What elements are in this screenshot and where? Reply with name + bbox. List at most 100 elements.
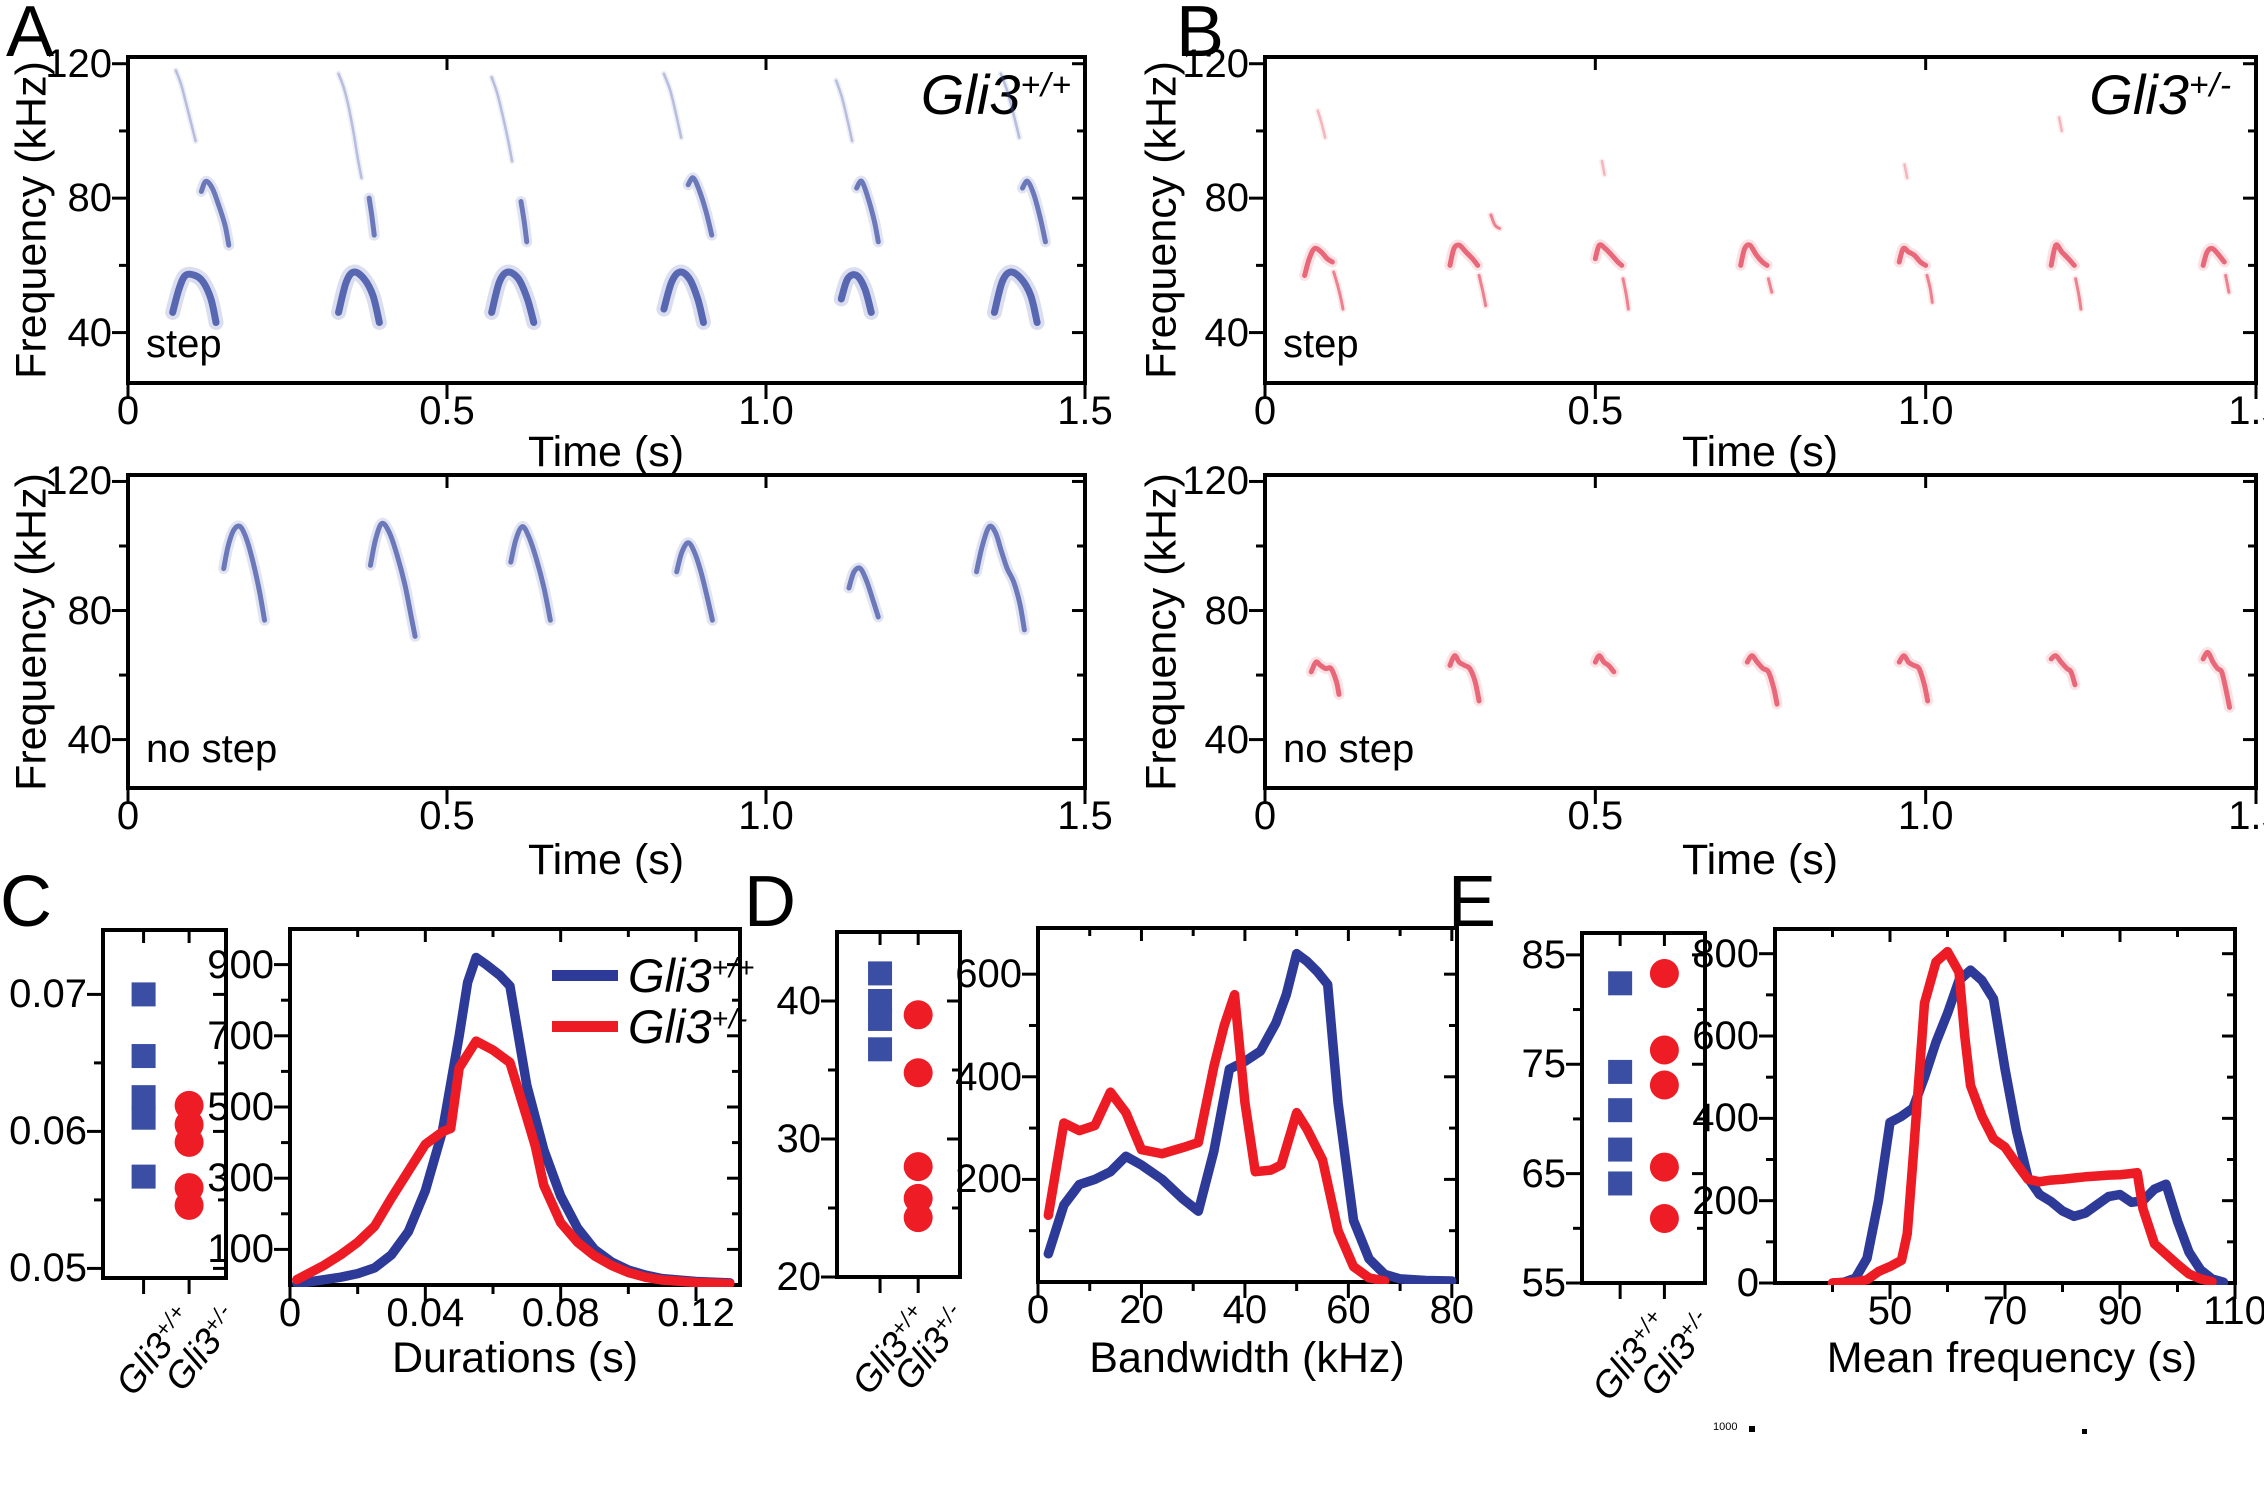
y-tick-label: 500 — [207, 1085, 274, 1129]
y-tick-label: 40 — [1204, 717, 1250, 762]
y-tick-label: 20 — [776, 1255, 822, 1299]
y-tick-label: 800 — [1692, 931, 1759, 976]
y-tick-label: 900 — [207, 942, 274, 987]
E-hist-plot — [1759, 927, 2237, 1299]
x-axis-title-A-nostep: Time (s) — [527, 836, 685, 884]
x-axis-title-mean-frequency: Mean frequency (s) — [1826, 1334, 2198, 1382]
marker-square-wt — [131, 1105, 156, 1130]
panel-letter-B: B — [1176, 0, 1225, 72]
x-tick-label: 1.0 — [1897, 389, 1954, 433]
spectrogram-trace-halo — [997, 70, 1023, 141]
marker-square-wt — [131, 1044, 156, 1069]
spectrogram-trace — [837, 271, 875, 316]
B-step-plot — [1249, 55, 2258, 399]
y-tick-label: 400 — [955, 1054, 1022, 1099]
x-tick-label: 1.5 — [1057, 389, 1113, 433]
spectrogram-trace — [1600, 159, 1606, 176]
y-tick-label: 120 — [45, 41, 112, 86]
panel-letter-A: A — [6, 0, 55, 72]
plot-border — [126, 473, 1087, 790]
plot-border — [101, 928, 228, 1280]
genotype-label-wt: Gli3+/+ — [921, 62, 1072, 127]
y-tick-label: 0 — [1736, 1261, 1759, 1305]
marker-square-wt — [131, 1085, 156, 1110]
spectrogram-trace — [1738, 242, 1770, 268]
x-tick-label: 1.0 — [738, 794, 794, 838]
spectrogram-trace — [221, 523, 268, 623]
print-artifact-dot — [2082, 1429, 2087, 1434]
legend-row-het: Gli3+/- — [552, 1000, 755, 1053]
x-tick-label: 80 — [1429, 1288, 1475, 1332]
spectrogram-trace-halo — [660, 70, 685, 141]
C-scatter-plot — [87, 928, 228, 1294]
spectrogram-trace — [1744, 653, 1780, 707]
spectrogram-trace-halo — [1598, 158, 1608, 178]
y-tick-label: 80 — [1204, 176, 1250, 221]
series-line-het — [292, 1036, 735, 1287]
marker-circle-het — [903, 1058, 933, 1088]
y-tick-label: 100 — [207, 1227, 274, 1272]
spectrogram-trace — [854, 178, 881, 245]
marker-circle-het — [903, 1152, 933, 1182]
spectrogram-trace — [490, 75, 514, 163]
y-tick-label: 40 — [67, 717, 113, 762]
y-tick-label: 600 — [955, 952, 1022, 997]
spectrogram-trace — [198, 178, 232, 248]
x-tick-label: 0.08 — [521, 1291, 600, 1335]
x-tick-label: 90 — [2097, 1289, 2143, 1333]
y-tick-label: 80 — [67, 588, 113, 633]
marker-square-wt — [1608, 971, 1633, 996]
E-scatter-plot — [1566, 931, 1707, 1299]
print-artifact-text: 1000 — [1713, 1421, 1738, 1433]
x-tick-label: 70 — [1982, 1289, 2028, 1333]
spectrogram-trace — [1332, 270, 1345, 311]
plot-border — [126, 55, 1087, 385]
y-tick-label: 75 — [1521, 1042, 1567, 1087]
plot-border — [1580, 931, 1707, 1285]
y-tick-label: 0.07 — [9, 972, 87, 1017]
genotype-base: Gli3 — [628, 949, 712, 1002]
spectrogram-trace — [1766, 277, 1774, 294]
spectrogram-trace — [366, 195, 377, 238]
spectrogram-trace — [2074, 277, 2083, 311]
y-tick-label: 120 — [1182, 459, 1249, 504]
x-axis-title-A-step: Time (s) — [527, 428, 685, 476]
y-tick-label: 200 — [1692, 1178, 1759, 1223]
marker-circle-het — [174, 1127, 204, 1157]
spectrogram-trace — [990, 268, 1041, 327]
spectrogram-trace — [1302, 245, 1335, 278]
y-tick-label: 120 — [45, 459, 112, 504]
marker-circle-het — [1649, 1152, 1679, 1182]
spectrogram-trace — [660, 268, 707, 327]
condition-label-step-B: step — [1283, 322, 1359, 366]
D-hist-plot — [1022, 926, 1459, 1298]
B-nostep-plot — [1249, 473, 2258, 804]
y-tick-label: 300 — [207, 1156, 274, 1201]
spectrogram-trace — [169, 270, 220, 327]
y-tick-label: 55 — [1521, 1261, 1567, 1305]
spectrogram-trace — [1903, 163, 1909, 180]
spectrogram-trace — [335, 268, 383, 327]
marker-circle-het — [903, 1203, 933, 1233]
spectrogram-trace-halo — [1901, 161, 1911, 181]
marker-circle-het — [1649, 1035, 1679, 1065]
marker-circle-het — [1649, 958, 1679, 988]
spectrogram-trace — [1019, 178, 1048, 245]
x-tick-label: 0.12 — [657, 1291, 735, 1335]
x-tick-label: 40 — [1222, 1288, 1268, 1332]
x-axis-title-B-step: Time (s) — [1681, 428, 1839, 476]
x-tick-label: 0.5 — [1567, 389, 1624, 433]
spectrogram-trace-halo — [2056, 114, 2065, 134]
spectrogram-trace — [2200, 649, 2233, 710]
x-axis-title-bandwidth: Bandwidth (kHz) — [1089, 1334, 1405, 1382]
spectrogram-trace — [1896, 245, 1929, 268]
spectrogram-trace — [1316, 109, 1327, 139]
spectrogram-trace — [337, 72, 363, 180]
genotype-base: Gli3 — [2089, 63, 2189, 126]
series-line-het — [1043, 989, 1390, 1284]
spectrogram-trace — [1489, 213, 1502, 230]
spectrogram-trace — [1896, 653, 1931, 704]
marker-circle-het — [903, 1000, 933, 1030]
spectrogram-trace-halo — [172, 67, 199, 145]
